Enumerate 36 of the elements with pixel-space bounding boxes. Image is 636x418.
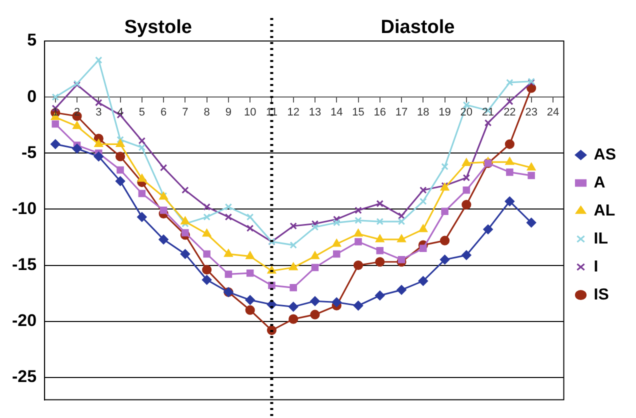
legend-label: A [594, 174, 606, 192]
x-tick-label: 10 [244, 106, 256, 119]
x-tick-label: 23 [525, 106, 538, 119]
y-tick-label: -25 [12, 367, 37, 386]
legend-label: I [594, 258, 598, 276]
x-tick-label: 12 [287, 106, 300, 119]
text: Diastole [380, 17, 455, 38]
x-tick-label: 14 [330, 106, 343, 119]
x-tick-label: 5 [138, 106, 145, 119]
y-tick-label: -20 [12, 311, 37, 330]
text: Systole [124, 17, 192, 38]
x-tick-label: 16 [374, 106, 386, 119]
x-tick-label: 20 [460, 106, 473, 119]
legend-label: AL [594, 202, 616, 220]
x-tick-label: 6 [160, 106, 167, 119]
x-tick-label: 22 [504, 106, 516, 119]
x-tick-label: 11 [266, 106, 278, 119]
legend-label: IL [594, 230, 608, 248]
x-tick-label: 13 [308, 106, 322, 119]
x-tick-label: 7 [182, 106, 188, 119]
y-tick-label: -15 [12, 254, 37, 274]
y-tick-label: 0 [27, 86, 37, 106]
y-tick-label: 5 [27, 30, 37, 50]
x-tick-label: 15 [352, 106, 364, 119]
legend-label: AS [594, 146, 616, 164]
x-tick-label: 18 [417, 106, 430, 119]
x-tick-label: 24 [546, 106, 560, 119]
x-tick-label: 19 [438, 106, 451, 119]
x-tick-label: 3 [96, 106, 102, 119]
x-tick-label: 21 [482, 106, 494, 119]
x-tick-label: 9 [225, 106, 232, 119]
x-tick-label: 17 [395, 106, 408, 119]
legend-label: IS [594, 286, 610, 304]
x-tick-label: 8 [204, 106, 210, 119]
y-tick-label: -5 [21, 142, 37, 162]
y-tick-label: -10 [12, 198, 37, 218]
